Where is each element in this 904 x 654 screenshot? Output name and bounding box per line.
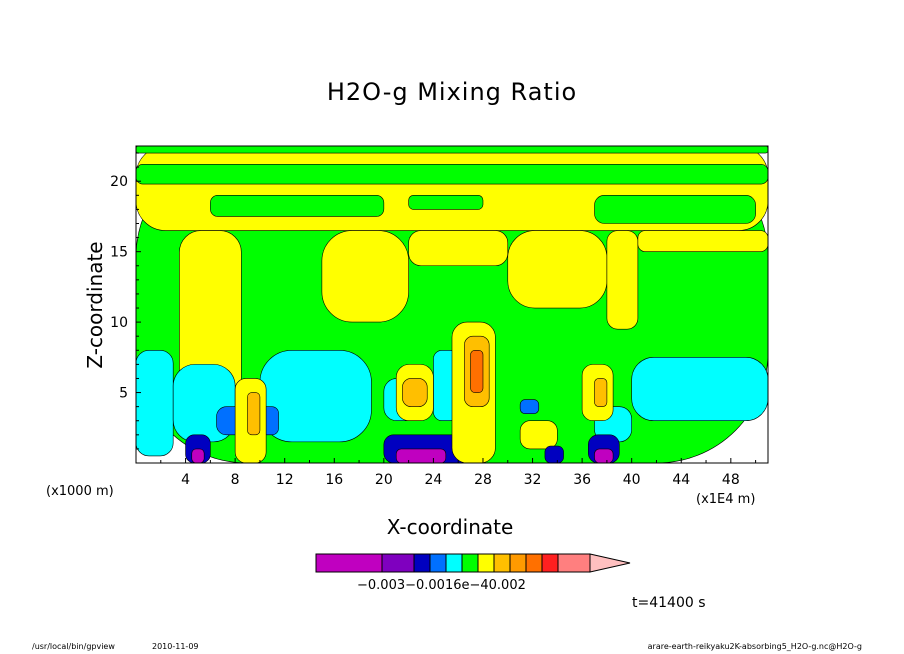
x-tick-label: 28 <box>474 472 492 488</box>
program-path: /usr/local/bin/gpview <box>32 642 115 651</box>
contour-region-green <box>136 146 768 154</box>
x-tick-label: 48 <box>722 472 740 488</box>
x-tick-label: 20 <box>375 472 393 488</box>
contour-region-yellow <box>507 230 608 309</box>
colorbar-cell <box>315 553 383 573</box>
contour-region-orange <box>402 378 428 407</box>
y-tick-label: 5 <box>119 386 128 402</box>
colorbar-cell <box>429 553 447 573</box>
colorbar-labels: −0.003−0.0016e−40.002 <box>357 578 526 593</box>
contour-region-yellow <box>519 420 558 450</box>
contour-region-yellow <box>321 230 409 323</box>
colorbar-cell <box>461 553 479 573</box>
contour-region-cyan <box>631 357 768 422</box>
x-tick-label: 40 <box>623 472 641 488</box>
contour-region-green <box>136 164 768 185</box>
contour-region-cyan <box>136 349 174 457</box>
contour-region-purple <box>191 448 205 463</box>
contour-region-orange <box>594 378 608 407</box>
contour-region-yellow <box>606 230 639 330</box>
colorbar-cell <box>557 553 591 573</box>
contour-region-yellow <box>637 230 768 252</box>
colorbar-cell <box>589 553 631 573</box>
contour-region-darkorange <box>470 349 484 393</box>
x-unit-right: (x1E4 m) <box>696 492 756 507</box>
contour-region-orange <box>247 392 261 436</box>
time-label: t=41400 s <box>632 595 706 611</box>
x-axis-label: X-coordinate <box>386 515 514 539</box>
plot-frame <box>135 145 769 464</box>
x-tick-label: 36 <box>573 472 591 488</box>
colorbar-cell <box>413 553 431 573</box>
contour-region-blue <box>519 399 540 414</box>
y-axis-label: Z-coordinate <box>83 241 107 369</box>
x-tick-label: 4 <box>181 472 190 488</box>
colorbar-cell <box>541 553 559 573</box>
y-tick-label: 15 <box>110 245 128 261</box>
contour-region-green <box>594 195 756 224</box>
x-tick-label: 44 <box>672 472 690 488</box>
x-tick-label: 12 <box>276 472 294 488</box>
colorbar-cell <box>477 553 495 573</box>
date-label: 2010-11-09 <box>152 642 199 651</box>
x-tick-label: 24 <box>424 472 442 488</box>
y-tick-label: 20 <box>110 174 128 190</box>
colorbar-cell <box>493 553 511 573</box>
x-unit-left: (x1000 m) <box>46 484 114 499</box>
x-tick-label: 16 <box>325 472 343 488</box>
colorbar-cell <box>381 553 415 573</box>
contour-region-purple <box>594 448 614 463</box>
contour-region-yellow <box>408 230 509 267</box>
contour-region-green <box>408 195 484 210</box>
x-tick-label: 8 <box>231 472 240 488</box>
colorbar-cell <box>509 553 527 573</box>
y-tick-label: 10 <box>110 315 128 331</box>
contour-region-green <box>210 195 385 217</box>
file-label: arare-earth-reikyaku2K-absorbing5_H2O-g.… <box>647 642 862 651</box>
contour-region-navy <box>544 445 564 463</box>
contour-region-purple <box>395 448 447 463</box>
colorbar-cell <box>445 553 463 573</box>
chart-title: H2O-g Mixing Ratio <box>326 78 578 106</box>
colorbar-cell <box>525 553 543 573</box>
x-tick-label: 32 <box>524 472 542 488</box>
